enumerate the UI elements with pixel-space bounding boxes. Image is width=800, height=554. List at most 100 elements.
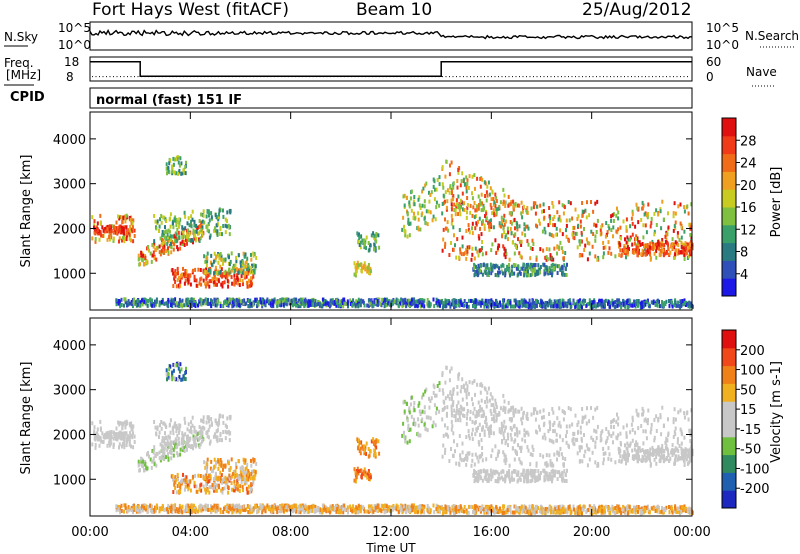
power-cell <box>551 201 554 205</box>
power-cell <box>614 300 617 304</box>
velocity-cell <box>180 367 183 372</box>
power-cell <box>631 232 634 237</box>
power-cell <box>204 301 207 306</box>
power-cell <box>506 226 509 231</box>
velocity-cell <box>226 485 229 490</box>
power-cell <box>373 242 376 247</box>
power-cell <box>414 299 417 304</box>
velocity-cell <box>205 469 208 474</box>
power-cell <box>104 229 107 234</box>
power-cell <box>517 266 520 271</box>
power-cell <box>552 217 555 222</box>
power-cell <box>642 203 645 208</box>
power-cell <box>112 239 115 243</box>
power-cell <box>417 211 420 216</box>
velocity-cell <box>179 447 182 452</box>
velocity-cell <box>177 489 180 494</box>
velocity-cell <box>163 449 166 454</box>
velocity-cell <box>207 479 209 484</box>
power-cell <box>208 212 210 217</box>
power-cell <box>216 222 219 227</box>
velocity-cell <box>321 509 324 514</box>
power-cell <box>230 297 233 302</box>
power-cell <box>452 247 455 252</box>
power-cell <box>417 197 420 202</box>
power-cell <box>441 211 444 216</box>
power-cell <box>229 210 232 215</box>
velocity-cell <box>277 506 280 510</box>
power-cell <box>558 200 561 205</box>
velocity-cell <box>324 507 327 512</box>
power-cell <box>284 297 287 302</box>
power-cell <box>442 301 445 306</box>
power-cell <box>165 229 167 234</box>
power-cell <box>550 256 553 261</box>
velocity-cell <box>205 482 208 487</box>
velocity-cell <box>359 451 362 456</box>
velocity-cell <box>177 477 179 482</box>
power-cell <box>106 229 109 234</box>
colorbar-swatch <box>722 135 736 155</box>
power-cell <box>359 262 362 267</box>
power-cell <box>666 232 669 237</box>
power-cell <box>492 197 495 201</box>
velocity-cell <box>429 508 432 513</box>
velocity-cell <box>215 509 218 514</box>
power-cell <box>615 213 618 218</box>
velocity-cell <box>404 503 407 508</box>
power-cell <box>681 302 684 307</box>
power-cell <box>476 269 478 274</box>
power-cell <box>518 251 521 256</box>
power-cell <box>442 227 445 232</box>
power-cell <box>179 241 182 246</box>
power-cell <box>520 266 523 271</box>
power-cell <box>637 253 640 258</box>
power-cell <box>342 304 345 309</box>
power-cell <box>187 280 190 285</box>
power-cell <box>481 298 484 303</box>
power-cell <box>648 304 651 309</box>
power-cell <box>514 300 517 305</box>
power-cell <box>450 207 453 212</box>
power-cell <box>215 282 218 287</box>
power-cell <box>237 281 239 286</box>
velocity-cell <box>215 461 218 466</box>
power-cell <box>588 213 591 218</box>
power-cell <box>403 229 406 233</box>
power-cell <box>186 241 188 246</box>
power-cell <box>194 267 197 272</box>
power-cell <box>461 235 464 240</box>
power-cell <box>618 253 621 258</box>
power-cell <box>137 302 139 307</box>
power-cell <box>233 301 235 306</box>
velocity-cell <box>358 505 361 509</box>
velocity-cell <box>180 508 183 513</box>
power-cell <box>544 271 547 276</box>
power-cell <box>130 300 133 304</box>
power-cell <box>203 299 206 304</box>
power-cell <box>625 255 627 260</box>
power-cell <box>121 220 124 225</box>
power-cell <box>189 273 191 278</box>
power-cell <box>156 219 159 224</box>
power-cell <box>141 302 144 307</box>
power-cell <box>270 304 273 309</box>
power-cell <box>233 282 236 287</box>
power-cell <box>174 303 177 308</box>
power-cell <box>482 301 485 306</box>
power-cell <box>446 199 449 204</box>
power-cell <box>594 201 597 206</box>
power-cell <box>355 299 358 304</box>
power-cell <box>252 300 255 305</box>
power-cell <box>335 303 338 308</box>
power-cell <box>683 298 686 303</box>
power-cell <box>187 273 190 278</box>
power-cell <box>395 301 398 306</box>
velocity-cell <box>221 487 224 491</box>
velocity-cell <box>240 480 243 484</box>
power-cell <box>459 183 462 188</box>
velocity-cell <box>125 419 128 424</box>
power-cell <box>685 243 688 248</box>
power-cell <box>403 300 406 305</box>
velocity-cell <box>396 504 399 509</box>
